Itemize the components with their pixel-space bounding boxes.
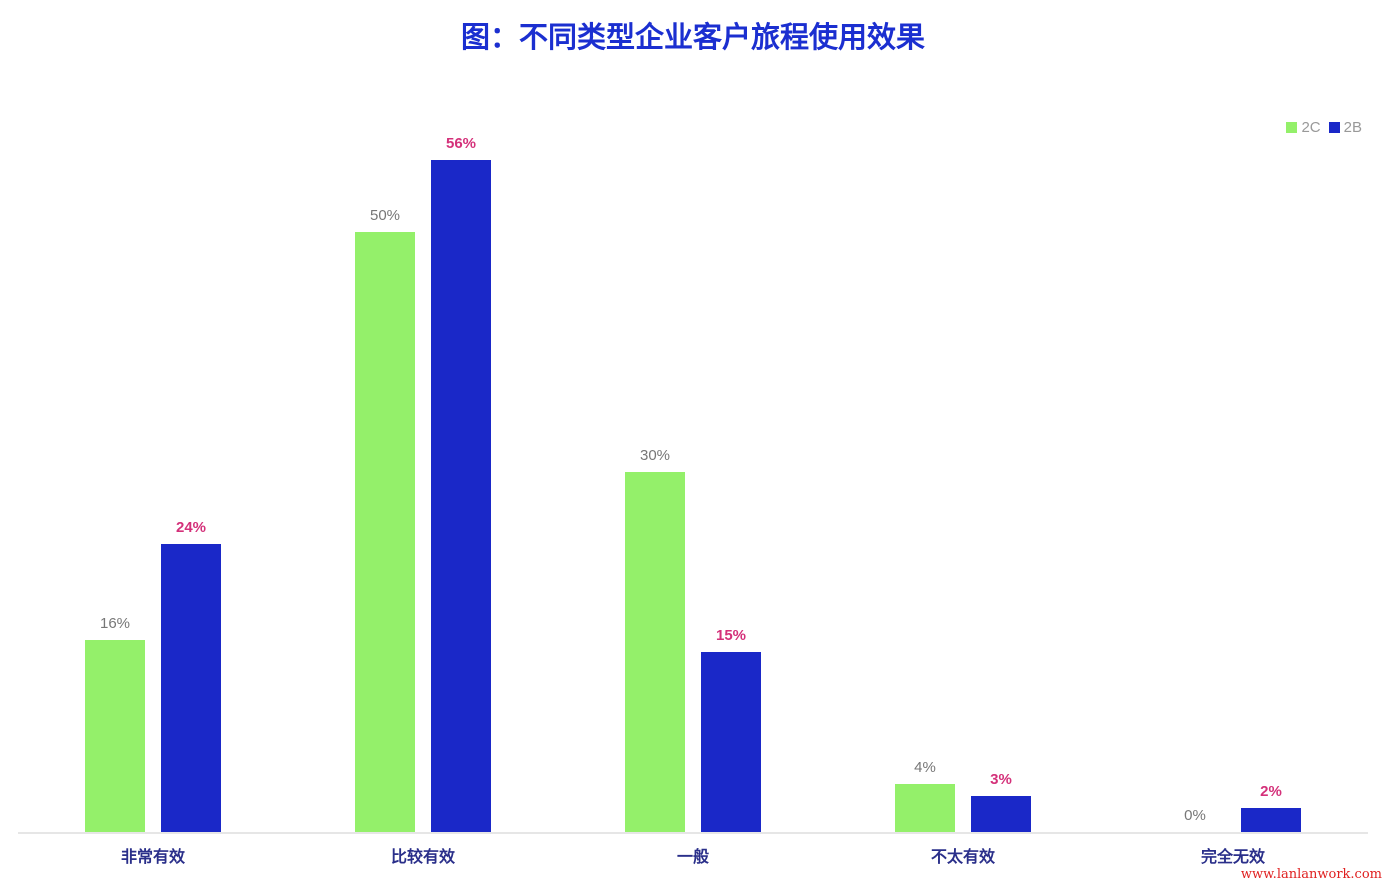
bar-2c: [895, 784, 955, 832]
bar-2c: [355, 232, 415, 832]
bar-2b: [161, 544, 221, 832]
legend-swatch-2b: [1328, 122, 1340, 133]
data-label-2b: 56%: [446, 135, 476, 152]
data-label-2b: 24%: [176, 519, 206, 536]
bar-2c: [625, 472, 685, 832]
watermark: www.lanlanwork.com: [1240, 867, 1382, 882]
x-tick-label: 一般: [677, 847, 709, 866]
data-label-2b: 3%: [990, 771, 1012, 788]
legend-label-2c: 2C: [1301, 119, 1321, 136]
bar-2b: [971, 796, 1031, 832]
data-label-2c: 0%: [1184, 807, 1206, 824]
x-tick-label: 比较有效: [391, 847, 455, 866]
data-label-2c: 50%: [370, 207, 400, 224]
x-tick-label: 非常有效: [121, 847, 185, 866]
legend: 2C 2B: [1286, 119, 1362, 136]
data-label-2b: 15%: [716, 627, 746, 644]
bar-2b: [1241, 808, 1301, 832]
chart-title: 图：不同类型企业客户旅程使用效果: [460, 20, 925, 54]
legend-label-2b: 2B: [1343, 119, 1362, 136]
data-label-2c: 4%: [914, 759, 936, 776]
data-label-2b: 2%: [1260, 783, 1282, 800]
bar-2b: [701, 652, 761, 832]
bar-2c: [85, 640, 145, 832]
bar-2b: [431, 160, 491, 832]
data-label-2c: 30%: [640, 447, 670, 464]
legend-swatch-2c: [1286, 122, 1298, 133]
x-tick-label: 完全无效: [1201, 847, 1265, 866]
x-tick-label: 不太有效: [931, 847, 995, 866]
data-label-2c: 16%: [100, 615, 130, 632]
